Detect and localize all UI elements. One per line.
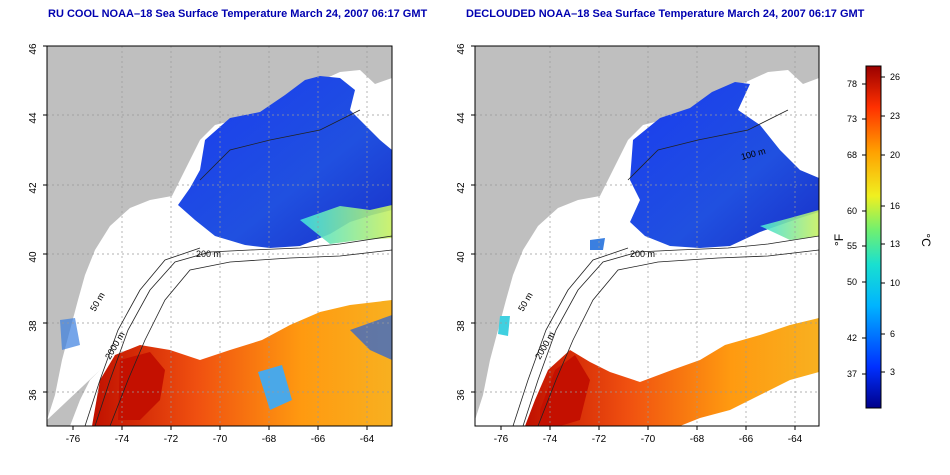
left-panel-title: RU COOL NOAA–18 Sea Surface Temperature …	[48, 8, 428, 20]
colorbar-c-label: 10	[890, 278, 900, 288]
colorbar-c-label: 20	[890, 150, 900, 160]
lon-tick-label: -74	[115, 434, 130, 445]
lon-tick-label: -72	[164, 434, 179, 445]
colorbar-c-label: 23	[890, 111, 900, 121]
celsius-axis-label: °C	[919, 233, 933, 247]
cold-water-region	[630, 82, 819, 248]
contour-label: 200 m	[196, 249, 221, 259]
left-y-axis: 46 44 42 40 38 36	[28, 43, 47, 401]
right-x-axis: -76 -74 -72 -70 -68 -66 -64	[494, 426, 803, 445]
lon-tick-label: -70	[641, 434, 656, 445]
land-mass	[47, 46, 392, 420]
colorbar-f-label: 60	[847, 206, 857, 216]
colorbar-f-label: 78	[847, 79, 857, 89]
right-contours	[512, 109, 820, 427]
lon-tick-label: -64	[788, 434, 803, 445]
right-grid	[475, 46, 819, 426]
right-y-axis: 46 44 42 40 38 36	[456, 43, 475, 401]
temperature-colorbar: 78 73 68 60 55 50 42 37 26 23 20 16 13 1…	[832, 65, 933, 409]
lon-tick-label: -66	[311, 434, 326, 445]
colorbar-c-label: 13	[890, 239, 900, 249]
lat-tick-label: 40	[28, 251, 39, 263]
colorbar-c-label: 26	[890, 72, 900, 82]
lon-tick-label: -66	[739, 434, 754, 445]
colorbar-c-ticks: 26 23 20 16 13 10 6 3	[881, 72, 900, 377]
lat-tick-label: 42	[456, 182, 467, 194]
lat-tick-label: 36	[28, 389, 39, 401]
lat-tick-label: 44	[28, 112, 39, 124]
warm-water-region	[92, 300, 392, 426]
left-x-axis: -76 -74 -72 -70 -68 -66 -64	[66, 426, 375, 445]
lat-tick-label: 38	[456, 320, 467, 332]
lon-tick-label: -70	[213, 434, 228, 445]
colorbar-c-label: 3	[890, 367, 895, 377]
cold-water-region	[178, 76, 392, 248]
fahrenheit-axis-label: °F	[832, 234, 846, 246]
lat-tick-label: 40	[456, 251, 467, 263]
lat-tick-label: 38	[28, 320, 39, 332]
left-map-panel: 200 m 50 m 2000 m -76 -74 -72 -70 -68 -6…	[28, 43, 393, 445]
colorbar-gradient	[865, 65, 882, 409]
lat-tick-label: 46	[28, 43, 39, 55]
left-contours	[84, 109, 393, 427]
lat-tick-label: 42	[28, 182, 39, 194]
colorbar-f-label: 73	[847, 114, 857, 124]
right-panel-title: DECLOUDED NOAA–18 Sea Surface Temperatur…	[466, 8, 865, 20]
colorbar-c-label: 16	[890, 201, 900, 211]
colorbar-f-label: 55	[847, 241, 857, 251]
lon-tick-label: -68	[262, 434, 277, 445]
contour-label: 200 m	[630, 249, 655, 259]
land-mass	[475, 46, 819, 420]
colorbar-c-label: 6	[890, 329, 895, 339]
lon-tick-label: -64	[360, 434, 375, 445]
colorbar-f-ticks: 78 73 68 60 55 50 42 37	[847, 79, 866, 379]
lon-tick-label: -68	[690, 434, 705, 445]
lon-tick-label: -76	[494, 434, 509, 445]
colorbar-f-label: 50	[847, 277, 857, 287]
colorbar-f-label: 37	[847, 369, 857, 379]
lon-tick-label: -72	[592, 434, 607, 445]
colorbar-f-label: 68	[847, 150, 857, 160]
right-map-panel: 200 m 50 m 2000 m 100 m -76 -74 -72 -70 …	[456, 43, 820, 445]
warm-water-region	[525, 318, 819, 426]
colorbar-f-label: 42	[847, 333, 857, 343]
left-grid	[47, 46, 392, 426]
lon-tick-label: -76	[66, 434, 81, 445]
lat-tick-label: 46	[456, 43, 467, 55]
lat-tick-label: 44	[456, 112, 467, 124]
lon-tick-label: -74	[543, 434, 558, 445]
lat-tick-label: 36	[456, 389, 467, 401]
